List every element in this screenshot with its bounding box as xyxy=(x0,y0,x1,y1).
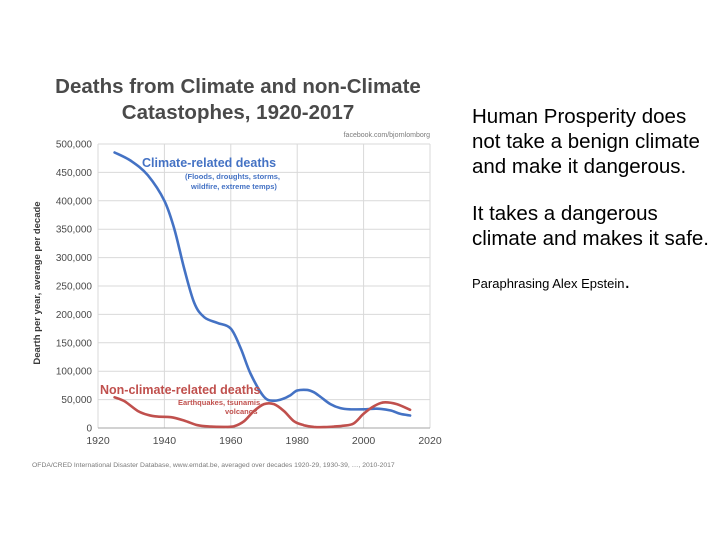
non-climate-series-subtitle-2: volcanos xyxy=(225,407,258,416)
y-axis-label: Dearth per year, average per decade xyxy=(32,201,43,364)
y-tick-label: 150,000 xyxy=(56,338,93,349)
y-tick-label: 0 xyxy=(86,424,92,435)
y-tick-label: 100,000 xyxy=(56,367,93,378)
y-tick-label: 250,000 xyxy=(56,282,93,293)
climate-series-subtitle-1: (Floods, droughts, storms, xyxy=(185,172,280,181)
y-tick-label: 350,000 xyxy=(56,225,93,236)
deaths-line-chart: 0 50,000 100,000 150,000 200,000 250,000 300,0… xyxy=(32,132,442,469)
chart-title-line-2: Catastophes, 1920-2017 xyxy=(121,101,355,124)
non-climate-series-subtitle-1: Earthquakes, tsunamis, xyxy=(178,398,262,407)
credit-period: . xyxy=(624,271,631,293)
side-text: Human Prosperity does not take a benign … xyxy=(472,104,712,293)
credit-text: Paraphrasing Alex Epstein xyxy=(472,276,625,291)
non-climate-series-label: Non-climate-related deaths xyxy=(100,383,261,397)
chart-panel: Deaths from Climate and non-Climate Cata… xyxy=(28,70,448,480)
climate-series-subtitle-2: wildfire, extreme temps) xyxy=(190,182,277,191)
climate-series-label: Climate-related deaths xyxy=(142,156,276,170)
x-tick-label: 1920 xyxy=(86,435,110,447)
credit-line: Paraphrasing Alex Epstein. xyxy=(472,271,712,293)
watermark-text: facebook.com/bjornlomborg xyxy=(344,132,430,139)
y-tick-label: 300,000 xyxy=(56,253,93,264)
non-climate-deaths-line xyxy=(113,396,412,429)
statement-safe: It takes a dangerous climate and makes i… xyxy=(472,202,709,250)
x-tick-label: 1940 xyxy=(153,435,177,447)
y-tick-label: 400,000 xyxy=(56,196,93,207)
series-layer xyxy=(113,151,412,429)
x-tick-label: 2000 xyxy=(352,435,376,447)
climate-deaths-line xyxy=(113,151,412,417)
chart-title-line-1: Deaths from Climate and non-Climate xyxy=(55,75,421,98)
grid-layer xyxy=(97,143,431,429)
y-tick-label: 200,000 xyxy=(56,310,93,321)
source-note: OFDA/CRED International Disaster Databas… xyxy=(32,462,395,469)
y-tick-label: 50,000 xyxy=(61,395,92,406)
x-tick-label: 2020 xyxy=(418,435,442,447)
x-tick-label: 1960 xyxy=(219,435,243,447)
axis-layer: 0 50,000 100,000 150,000 200,000 250,000 300,0… xyxy=(56,140,442,448)
chart-title: Deaths from Climate and non-Climate Cata… xyxy=(28,74,448,126)
y-tick-label: 450,000 xyxy=(56,168,93,179)
y-tick-label: 500,000 xyxy=(56,140,93,151)
statement-prosperity: Human Prosperity does not take a benign … xyxy=(472,105,700,178)
x-tick-label: 1980 xyxy=(286,435,310,447)
